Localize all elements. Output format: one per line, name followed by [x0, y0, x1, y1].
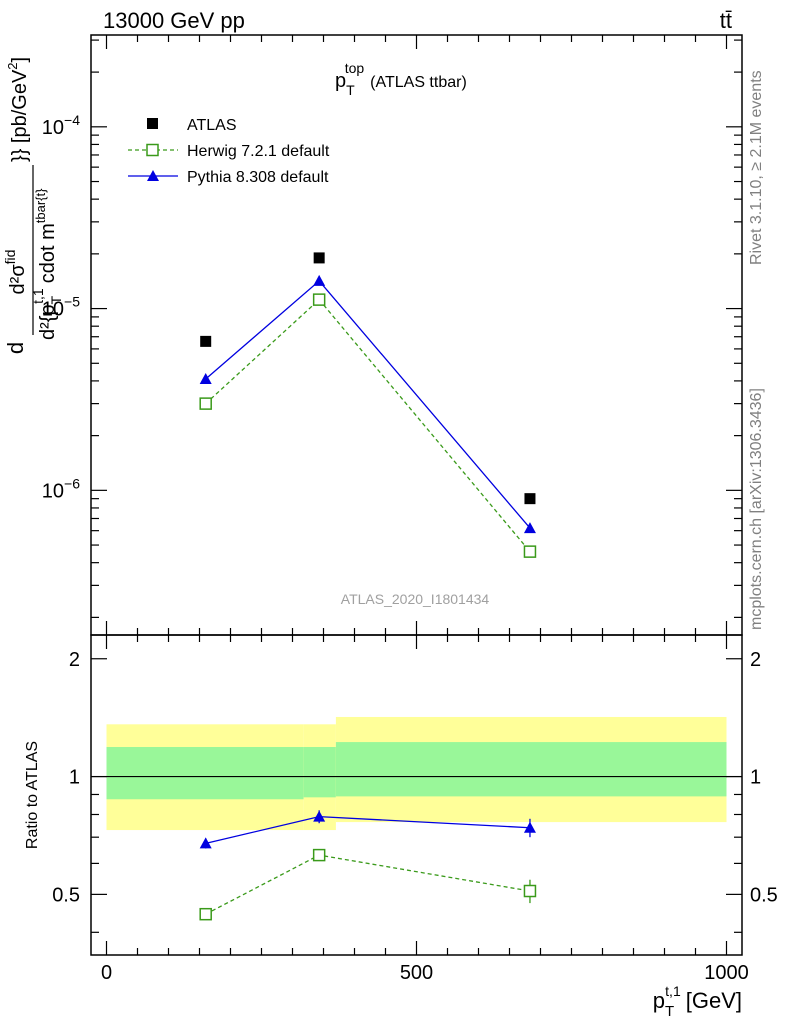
pythia-ratio-point [199, 837, 212, 849]
ratio-ytick-label: 0.5 [52, 884, 80, 906]
main-ytick-label: 10−5 [42, 294, 80, 321]
herwig-line [205, 298, 531, 553]
herwig-point [523, 545, 537, 558]
process-label: tt̄ [720, 8, 732, 33]
main-ytick-exp: −6 [64, 475, 80, 491]
main-ytick-labels: 10−410−510−6 [42, 112, 80, 503]
pythia-point [199, 372, 212, 384]
analysis-watermark: ATLAS_2020_I1801434 [341, 591, 490, 607]
pythia-point [523, 522, 536, 534]
ylabel-num-sup: fid [2, 250, 18, 265]
ratio-panel: 0.5 0.5 1 1 2 2 0 500 1000 Ratio to ATLAS pTt,1 [… [24, 634, 778, 1020]
main-ytick-label: 10−4 [42, 112, 80, 139]
legend-marker-pythia [147, 170, 159, 181]
xlabel-tail: [GeV] [686, 988, 742, 1013]
herwig-ratio-point [523, 884, 537, 898]
title-sup: top [345, 60, 365, 76]
main-data [199, 252, 537, 558]
main-ticks [91, 35, 742, 635]
ylabel-numerator: d²σfid [2, 250, 29, 295]
ylabel-closing: }} [pb/GeV2] [5, 57, 31, 162]
rivet-label: Rivet 3.1.10, ≥ 2.1M events [748, 70, 765, 265]
herwig-ratio-line [205, 854, 531, 915]
legend: ATLAS Herwig 7.2.1 default Pythia 8.308 … [128, 117, 330, 186]
legend-marker-atlas [147, 118, 158, 129]
main-ytick-base: 10 [42, 299, 64, 321]
ratio-ytick-label-right: 2 [750, 649, 761, 671]
atlas-point [524, 493, 536, 505]
ratio-band-inner [335, 742, 727, 797]
ratio-data [199, 810, 537, 921]
herwig-ratio-point [199, 907, 212, 921]
ratio-band-inner [303, 747, 336, 798]
main-ytick-label: 10−6 [42, 475, 80, 502]
main-ytick-base: 10 [42, 117, 64, 139]
xlabel-sub: T [665, 1003, 674, 1020]
legend-label-atlas: ATLAS [187, 117, 237, 134]
xlabel-main: p [653, 988, 665, 1013]
ratio-bands [91, 716, 742, 831]
ratio-tick-labels: 0.5 0.5 1 1 2 2 0 500 1000 [52, 649, 778, 984]
ylabel-den-main: d²{p [37, 304, 59, 340]
xlabel: pTt,1 [GeV] [653, 983, 742, 1020]
pythia-line [205, 279, 531, 529]
ylabel-closing-main: }} [pb/GeV [9, 69, 31, 162]
ylabel-closing-bracket: ] [9, 57, 31, 63]
xtick-label: 500 [400, 962, 433, 984]
main-ylabel: d d²σfid d²{pTt,1 cdot mtbar{t} }} [pb/Ge… [2, 57, 64, 354]
ylabel-den-sub: T [48, 295, 64, 304]
herwig-point [199, 397, 212, 410]
ratio-band-inner [106, 747, 304, 800]
ratio-ytick-label: 1 [69, 767, 80, 789]
main-ytick-base: 10 [42, 480, 64, 502]
legend-label-herwig: Herwig 7.2.1 default [187, 143, 330, 160]
ratio-ytick-label-right: 0.5 [750, 884, 778, 906]
main-panel: 10−410−510−6 pTtop(ATLAS ttbar) d d²σfid… [2, 34, 743, 636]
xtick-label: 1000 [704, 962, 749, 984]
collision-label: 13000 GeV pp [103, 8, 245, 33]
ylabel-den-tail: cdot m [37, 223, 59, 283]
title-main: p [335, 70, 346, 92]
herwig-ratio-point [312, 848, 326, 862]
main-ytick-exp: −5 [64, 294, 80, 310]
ratio-ytick-label: 2 [69, 649, 80, 671]
title-tail: (ATLAS ttbar) [370, 74, 467, 91]
pythia-ratio-point [313, 810, 326, 822]
legend-marker-herwig [146, 143, 159, 157]
herwig-point [312, 293, 326, 306]
mcplots-label: mcplots.cern.ch [arXiv:1306.3436] [748, 388, 765, 630]
title-sub: T [346, 82, 355, 98]
xlabel-sup: t,1 [665, 983, 681, 999]
ylabel-den-tail-sup: tbar{t} [33, 188, 48, 223]
plot-title: pTtop (ATLAS ttbar) [335, 60, 467, 98]
ratio-ytick-label-right: 1 [750, 767, 761, 789]
ylabel-den-sup: t,1 [30, 288, 46, 304]
ylabel-denominator: d²{pTt,1 cdot mtbar{t} [30, 188, 64, 340]
ratio-ylabel: Ratio to ATLAS [24, 741, 41, 849]
main-ytick-exp: −4 [64, 112, 80, 128]
pythia-point [313, 274, 326, 286]
xtick-label: 0 [101, 962, 112, 984]
legend-label-pythia: Pythia 8.308 default [187, 169, 329, 186]
pythia-ratio-point [523, 821, 536, 833]
ylabel-lead: d [3, 342, 28, 354]
ylabel-num-main: d²σ [7, 264, 29, 295]
atlas-point [200, 335, 212, 347]
ratio-ticks [91, 635, 742, 955]
ylabel-closing-sup: 2 [5, 62, 20, 69]
atlas-point [313, 252, 325, 264]
